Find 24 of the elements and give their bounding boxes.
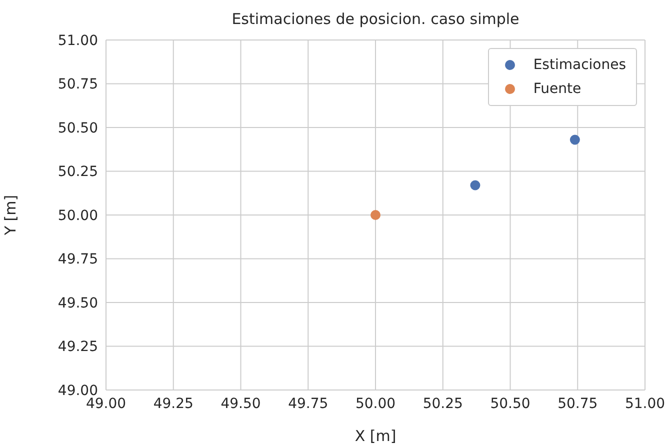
point (370, 210, 380, 220)
x-tick-label: 51.00 (624, 396, 666, 412)
y-tick-label: 50.75 (58, 76, 98, 93)
x-tick-label: 50.25 (422, 396, 463, 412)
y-tick-label: 49.75 (58, 252, 98, 268)
legend-label: Estimaciones (533, 57, 626, 73)
x-tick-label: 50.00 (355, 396, 396, 412)
y-tick-label: 49.50 (58, 295, 98, 312)
x-axis-title: X [m] (354, 427, 396, 445)
point (570, 134, 580, 145)
x-tick-label: 50.75 (558, 396, 598, 412)
y-axis-title: Y [m] (1, 194, 20, 236)
x-tick-label: 49.75 (288, 396, 328, 412)
y-tick-label: 49.25 (58, 339, 98, 356)
chart-title: Estimaciones de posicion. caso simple (230, 10, 520, 28)
y-tick-label: 50.00 (58, 208, 98, 224)
x-tick-label: 49.50 (220, 396, 261, 412)
legend-label: Fuente (533, 81, 582, 97)
point (470, 180, 480, 190)
x-tick-label: 50.50 (490, 396, 530, 412)
y-tick-label: 50.50 (58, 120, 98, 136)
y-tick-label: 51.00 (58, 32, 98, 49)
x-tick-label: 49.25 (153, 396, 194, 412)
y-tick-label: 50.25 (58, 164, 98, 180)
